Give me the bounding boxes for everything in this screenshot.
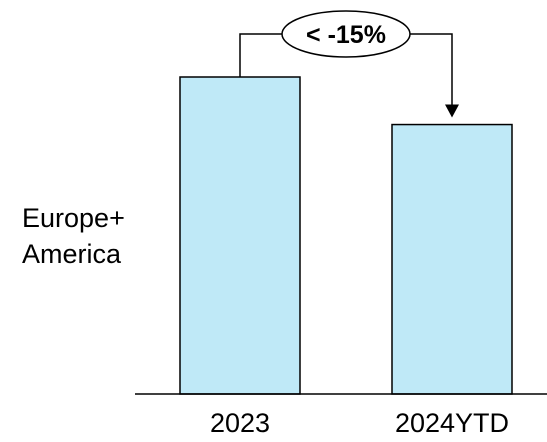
bars-layer [179, 76, 513, 395]
bar-2023 [179, 76, 301, 395]
bracket-left-segment [239, 33, 282, 77]
x-tick-label-2023: 2023 [210, 408, 270, 438]
annotation-oval [281, 10, 411, 58]
y-axis-label-line-2: America [22, 239, 122, 269]
bar-2024ytd [391, 123, 513, 395]
x-tick-label-2024ytd: 2024YTD [395, 408, 509, 438]
x-tick-labels: 2023 2024YTD [210, 408, 509, 438]
change-annotation: < -15% [239, 10, 459, 118]
arrow-head-icon [445, 104, 459, 118]
bracket-right-segment [410, 33, 453, 111]
annotation-label: < -15% [306, 21, 386, 49]
y-axis-label-line-1: Europe+ [22, 203, 125, 233]
y-axis-label: Europe+ America [22, 200, 162, 272]
